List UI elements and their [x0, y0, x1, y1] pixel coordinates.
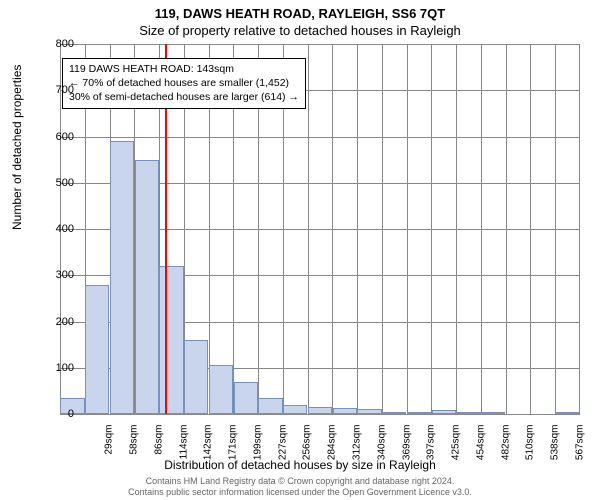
x-tick-label: 510sqm	[525, 425, 536, 465]
x-tick-label: 369sqm	[401, 425, 412, 465]
histogram-bar	[407, 412, 431, 414]
histogram-bar	[308, 407, 332, 414]
histogram-bar	[432, 410, 456, 414]
footer-line2: Contains public sector information licen…	[0, 487, 600, 498]
histogram-bar	[184, 340, 208, 414]
histogram-bar	[382, 412, 406, 414]
gridline-v	[506, 44, 507, 414]
chart-title-main: 119, DAWS HEATH ROAD, RAYLEIGH, SS6 7QT	[0, 0, 600, 21]
gridline-h	[60, 137, 580, 138]
gridline-v	[579, 44, 580, 414]
chart-plot-area: 119 DAWS HEATH ROAD: 143sqm← 70% of deta…	[60, 44, 580, 414]
x-tick-label: 142sqm	[203, 425, 214, 465]
footer-line1: Contains HM Land Registry data © Crown c…	[0, 476, 600, 487]
x-tick-label: 227sqm	[277, 425, 288, 465]
y-tick-label: 700	[44, 84, 74, 96]
gridline-v	[481, 44, 482, 414]
chart-title-sub: Size of property relative to detached ho…	[0, 21, 600, 38]
gridline-h	[60, 44, 580, 45]
y-tick-label: 300	[44, 269, 74, 281]
y-tick-label: 200	[44, 316, 74, 328]
gridline-v	[456, 44, 457, 414]
gridline-h	[60, 414, 580, 415]
x-tick-label: 567sqm	[574, 425, 585, 465]
y-tick-label: 400	[44, 223, 74, 235]
gridline-v	[555, 44, 556, 414]
histogram-bar	[110, 141, 134, 414]
x-tick-label: 114sqm	[178, 425, 189, 465]
x-tick-label: 397sqm	[426, 425, 437, 465]
histogram-bar	[85, 285, 109, 415]
x-tick-label: 199sqm	[252, 425, 263, 465]
gridline-v	[431, 44, 432, 414]
y-tick-label: 800	[44, 38, 74, 50]
gridline-v	[382, 44, 383, 414]
info-box-line1: 119 DAWS HEATH ROAD: 143sqm	[69, 62, 299, 76]
histogram-bar	[135, 160, 159, 414]
histogram-bar	[209, 365, 233, 414]
histogram-bar	[333, 408, 357, 414]
gridline-v	[530, 44, 531, 414]
gridline-v	[357, 44, 358, 414]
chart-footer: Contains HM Land Registry data © Crown c…	[0, 476, 600, 498]
y-tick-label: 100	[44, 362, 74, 374]
x-tick-label: 58sqm	[129, 425, 140, 465]
info-box-line3: 30% of semi-detached houses are larger (…	[69, 90, 299, 104]
x-tick-label: 425sqm	[451, 425, 462, 465]
histogram-bar	[234, 382, 258, 414]
x-tick-label: 29sqm	[104, 425, 115, 465]
y-tick-label: 0	[44, 408, 74, 420]
gridline-v	[308, 44, 309, 414]
histogram-bar	[283, 405, 307, 414]
histogram-bar	[456, 412, 480, 414]
histogram-bar	[357, 409, 381, 414]
gridline-v	[332, 44, 333, 414]
x-tick-label: 312sqm	[352, 425, 363, 465]
y-axis-label: Number of detached properties	[10, 65, 24, 230]
histogram-bar	[159, 266, 183, 414]
x-tick-label: 86sqm	[153, 425, 164, 465]
y-tick-label: 500	[44, 177, 74, 189]
gridline-v	[407, 44, 408, 414]
x-tick-label: 482sqm	[500, 425, 511, 465]
x-tick-label: 454sqm	[475, 425, 486, 465]
x-tick-label: 284sqm	[327, 425, 338, 465]
info-box: 119 DAWS HEATH ROAD: 143sqm← 70% of deta…	[62, 58, 306, 109]
histogram-bar	[555, 412, 579, 414]
x-tick-label: 538sqm	[550, 425, 561, 465]
x-tick-label: 171sqm	[228, 425, 239, 465]
info-box-line2: ← 70% of detached houses are smaller (1,…	[69, 76, 299, 90]
y-tick-label: 600	[44, 131, 74, 143]
histogram-bar	[258, 398, 282, 414]
x-tick-label: 256sqm	[302, 425, 313, 465]
x-tick-label: 340sqm	[376, 425, 387, 465]
histogram-bar	[481, 412, 505, 414]
